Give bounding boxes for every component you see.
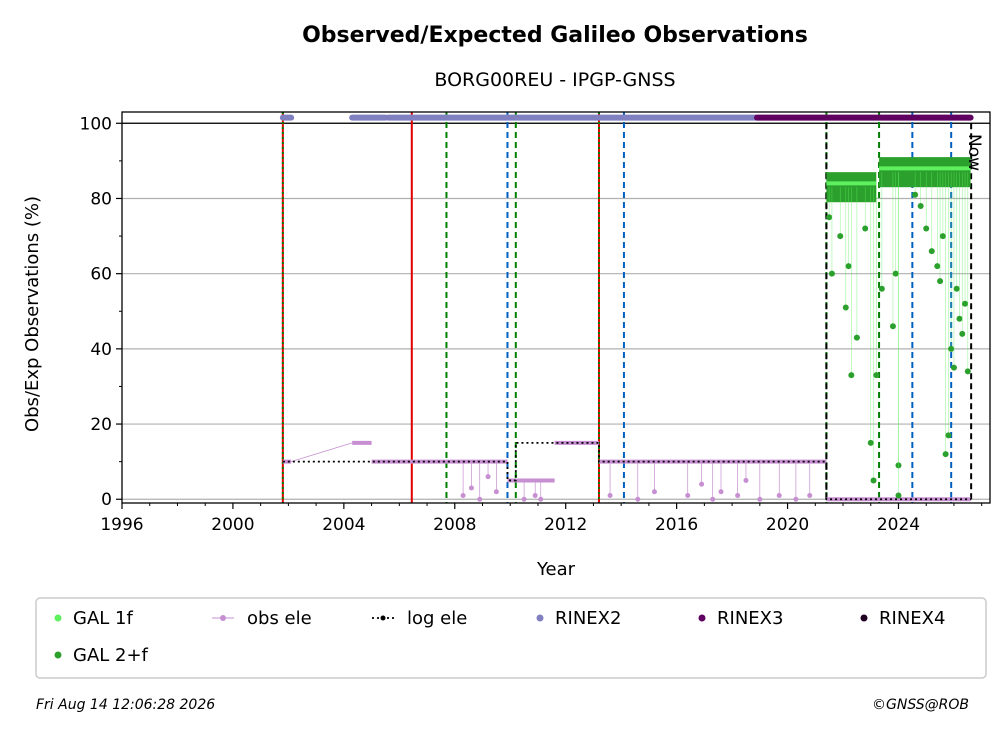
y-tick-label: 60 [90, 265, 112, 285]
legend-label: obs ele [247, 608, 312, 629]
gal2f-outlier-point [867, 439, 874, 446]
legend-label: RINEX4 [879, 608, 945, 629]
legend: GAL 1f obs ele log ele RINEX2 RINEX3 RINEX4 GA… [35, 597, 987, 679]
legend-marker [54, 651, 62, 659]
obs-ele-dip-point [607, 492, 613, 498]
legend-label: GAL 1f [73, 608, 133, 629]
obs-ele-dip-point [485, 474, 491, 480]
legend-marker [54, 614, 62, 622]
gal2f-outlier-point [895, 492, 902, 499]
data-series [279, 114, 974, 502]
gal2f-outlier-point [928, 248, 935, 255]
gal2f-outlier-point [917, 202, 924, 209]
obs-ele-dip-point [807, 492, 813, 498]
obs-ele-dip-point [710, 496, 716, 502]
y-axis-label: Obs/Exp Observations (%) [22, 196, 43, 432]
x-tick-label: 2020 [766, 515, 809, 535]
gal2f-outlier-point [962, 300, 969, 307]
obs-ele-dip-point [699, 481, 705, 487]
x-tick-label: 2004 [322, 515, 365, 535]
obs-ele-dip-point [460, 492, 466, 498]
gal2f-outlier-point [937, 278, 944, 285]
y-tick-label: 20 [90, 415, 112, 435]
obs-ele-connector [291, 442, 353, 463]
legend-label: log ele [407, 608, 467, 629]
legend-marker [860, 614, 868, 622]
legend-label: GAL 2+f [73, 645, 149, 666]
obs-ele-dip-point [718, 489, 724, 495]
y-tick-label: 100 [80, 114, 112, 134]
axes: 0 20 40 60 80 100 1996 2000 2004 2008 2012 2016 2020… [80, 111, 991, 535]
gal2f-outlier-point [939, 233, 946, 240]
footer-credit: ©GNSS@ROB [872, 697, 969, 713]
obs-ele-dip-point [651, 489, 657, 495]
now-label: Now [964, 134, 984, 171]
gal2f-outlier-point [889, 323, 896, 330]
legend-marker [698, 614, 706, 622]
gal2f-outlier-point [826, 214, 833, 221]
gal2f-outlier-point [873, 372, 880, 379]
obs-ele-dip-point [538, 496, 544, 502]
legend-box [35, 597, 987, 679]
gal2f-outlier-point [870, 477, 877, 484]
gal2f-outlier-point [862, 225, 869, 232]
gal2f-outlier-point [964, 368, 971, 375]
x-tick-label: 1996 [100, 515, 143, 535]
obs-ele-dip-point [532, 492, 538, 498]
y-tick-label: 0 [101, 490, 112, 510]
gal2f-outlier-point [912, 191, 919, 198]
gal2f-outlier-point [828, 270, 835, 277]
gal2f-outlier-point [950, 364, 957, 371]
obs-ele-dip-point [635, 496, 641, 502]
legend-marker [380, 615, 386, 621]
obs-ele-dip-point [793, 496, 799, 502]
gal2f-outlier-point [892, 270, 899, 277]
gal2f-outlier-point [948, 345, 955, 352]
gal2f-outlier-point [878, 285, 885, 292]
y-tick-label: 80 [90, 189, 112, 209]
legend-label: RINEX3 [717, 608, 783, 629]
obs-ele-dip-point [493, 489, 499, 495]
obs-ele-dip-point [757, 496, 763, 502]
gal2f-outlier-point [837, 233, 844, 240]
x-tick-label: 2024 [877, 515, 920, 535]
gal2f-outlier-point [853, 334, 860, 341]
obs-ele-dip-point [477, 496, 483, 502]
x-axis-label: Year [536, 559, 576, 580]
legend-label: RINEX2 [555, 608, 621, 629]
obs-ele-dip-point [468, 485, 474, 491]
x-tick-label: 2012 [544, 515, 587, 535]
obs-ele-dip-point [521, 496, 527, 502]
obs-ele-dip-point [685, 492, 691, 498]
gal2f-outlier-point [845, 263, 852, 270]
gal2f-outlier-point [923, 225, 930, 232]
obs-ele-dip-point [776, 492, 782, 498]
footer-date: Fri Aug 14 12:06:28 2026 [36, 697, 215, 713]
gal2f-outlier-point [956, 315, 963, 322]
log-ele-line [282, 441, 972, 501]
axes-frame [121, 111, 991, 504]
obs-ele-dip-point [735, 492, 741, 498]
grid-lines [122, 122, 990, 500]
gal2f-outlier-point [953, 285, 960, 292]
gal2f-outlier-point [848, 372, 855, 379]
legend-marker [220, 615, 226, 621]
x-tick-label: 2008 [433, 515, 476, 535]
obs-ele-dip-point [743, 477, 749, 483]
gal2f-outlier-point [959, 330, 966, 337]
chart-title: Observed/Expected Galileo Observations [302, 23, 808, 48]
legend-marker [536, 614, 544, 622]
gal2f-band [879, 157, 971, 188]
y-tick-label: 40 [90, 340, 112, 360]
chart-subtitle: BORG00REU - IPGP-GNSS [434, 69, 675, 91]
x-tick-label: 2000 [211, 515, 254, 535]
gal2f-outlier-point [945, 432, 952, 439]
gal2f-outlier-point [934, 263, 941, 270]
gal2f-outlier-point [942, 451, 949, 458]
gal2f-outlier-point [842, 304, 849, 311]
x-tick-label: 2016 [655, 515, 698, 535]
